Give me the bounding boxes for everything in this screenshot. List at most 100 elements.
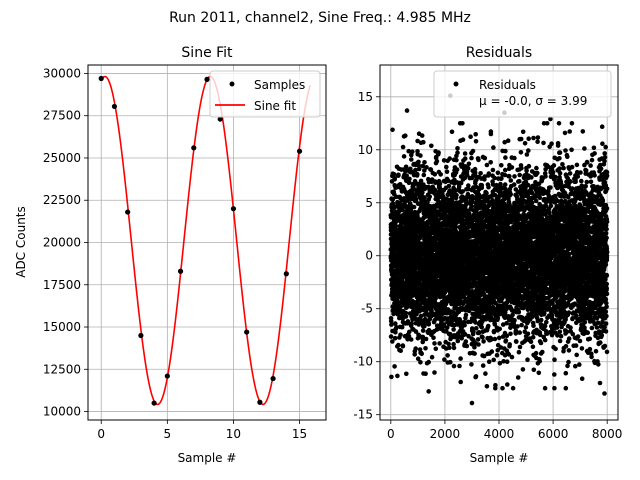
residual-point <box>519 322 524 328</box>
figure-suptitle: Run 2011, channel2, Sine Freq.: 4.985 MH… <box>169 10 471 26</box>
residual-point <box>403 133 408 138</box>
residual-point <box>479 185 485 190</box>
residual-point <box>394 325 399 330</box>
residual-point <box>469 204 474 209</box>
residual-point <box>518 150 524 155</box>
residual-point <box>420 328 426 333</box>
residual-point <box>418 153 423 158</box>
residual-point <box>388 334 394 339</box>
residual-point <box>396 172 401 178</box>
residual-point <box>481 339 486 344</box>
residual-point <box>458 379 464 385</box>
residual-point <box>483 371 488 376</box>
residual-point <box>403 314 409 319</box>
residual-point <box>460 121 465 126</box>
sine-fit-panel: Sine Fit 0 5 10 151000012500150001750020000… <box>14 45 327 465</box>
residual-point <box>476 342 481 347</box>
residual-point <box>416 166 422 172</box>
residual-point <box>449 129 455 135</box>
residual-point <box>480 334 485 340</box>
residual-point <box>403 164 409 170</box>
sample-point <box>257 399 263 405</box>
residual-point <box>414 171 420 177</box>
residual-point <box>426 359 432 365</box>
residual-point <box>422 160 427 165</box>
residual-point <box>473 132 479 137</box>
residual-point <box>419 351 425 357</box>
residual-point <box>484 162 490 168</box>
residual-point <box>437 341 442 346</box>
residual-point <box>436 150 441 155</box>
sine-fit-ticks: 0 5 10 151000012500150001750020000225002500… <box>43 66 307 441</box>
residual-point <box>432 187 438 193</box>
residual-point <box>393 223 399 229</box>
residual-point <box>424 165 429 170</box>
sine-fit-title: Sine Fit <box>181 45 233 61</box>
residual-point <box>434 158 440 164</box>
residual-point <box>418 360 423 365</box>
residual-point <box>474 326 479 331</box>
residual-point <box>446 183 452 189</box>
residual-point <box>454 157 459 163</box>
residual-point <box>421 172 427 178</box>
residual-point <box>398 348 404 354</box>
residual-point <box>463 339 469 344</box>
residual-point <box>476 330 482 335</box>
residual-point <box>509 354 515 360</box>
residual-point <box>493 382 498 388</box>
residual-point <box>517 330 522 335</box>
sine-fit-legend: Samples Sine fit <box>209 70 321 118</box>
residual-point <box>517 344 523 350</box>
residual-point <box>423 371 428 377</box>
residual-point <box>421 139 426 145</box>
residual-point <box>491 357 497 363</box>
legend-samples-label: Samples <box>254 78 305 92</box>
residual-point <box>516 309 521 315</box>
residual-point <box>505 138 511 143</box>
residual-point <box>408 166 413 172</box>
residual-point <box>448 359 453 365</box>
residual-point <box>423 346 428 351</box>
residual-point <box>405 319 411 324</box>
residual-point <box>393 321 398 326</box>
residual-point <box>408 337 414 342</box>
residual-point <box>516 349 522 355</box>
residual-point <box>480 363 486 368</box>
residual-point <box>398 332 403 338</box>
residual-point <box>514 339 519 344</box>
sine-fit-ytick-label: 30000 <box>43 66 81 80</box>
residual-point <box>392 364 397 369</box>
residual-point <box>400 144 406 150</box>
residual-point <box>499 163 504 168</box>
residual-point <box>427 194 433 199</box>
residual-point <box>463 312 469 318</box>
sine-fit-ytick-label: 27500 <box>43 109 81 123</box>
residual-point <box>512 174 517 179</box>
residual-point <box>395 373 400 379</box>
residual-point <box>486 184 491 190</box>
sample-point <box>111 103 118 110</box>
residual-point <box>389 374 394 380</box>
sample-point <box>217 116 223 122</box>
residual-point <box>460 137 466 142</box>
residual-point <box>458 356 463 361</box>
residual-point <box>408 207 414 212</box>
residual-point <box>508 178 514 183</box>
residual-point <box>465 165 471 171</box>
sine-fit-xtick-label: 5 <box>164 427 172 441</box>
residual-point <box>469 155 474 161</box>
residual-point <box>413 346 419 351</box>
residual-point <box>392 177 398 182</box>
residual-point <box>508 331 513 337</box>
residual-point <box>473 374 479 379</box>
residual-point <box>433 346 439 352</box>
residual-point <box>390 339 395 344</box>
residual-point <box>429 143 434 149</box>
residual-point <box>438 172 444 177</box>
residual-point <box>507 342 512 347</box>
residual-point <box>404 371 409 377</box>
residual-point <box>478 171 483 176</box>
residual-point <box>447 156 453 161</box>
residual-point <box>389 322 394 327</box>
